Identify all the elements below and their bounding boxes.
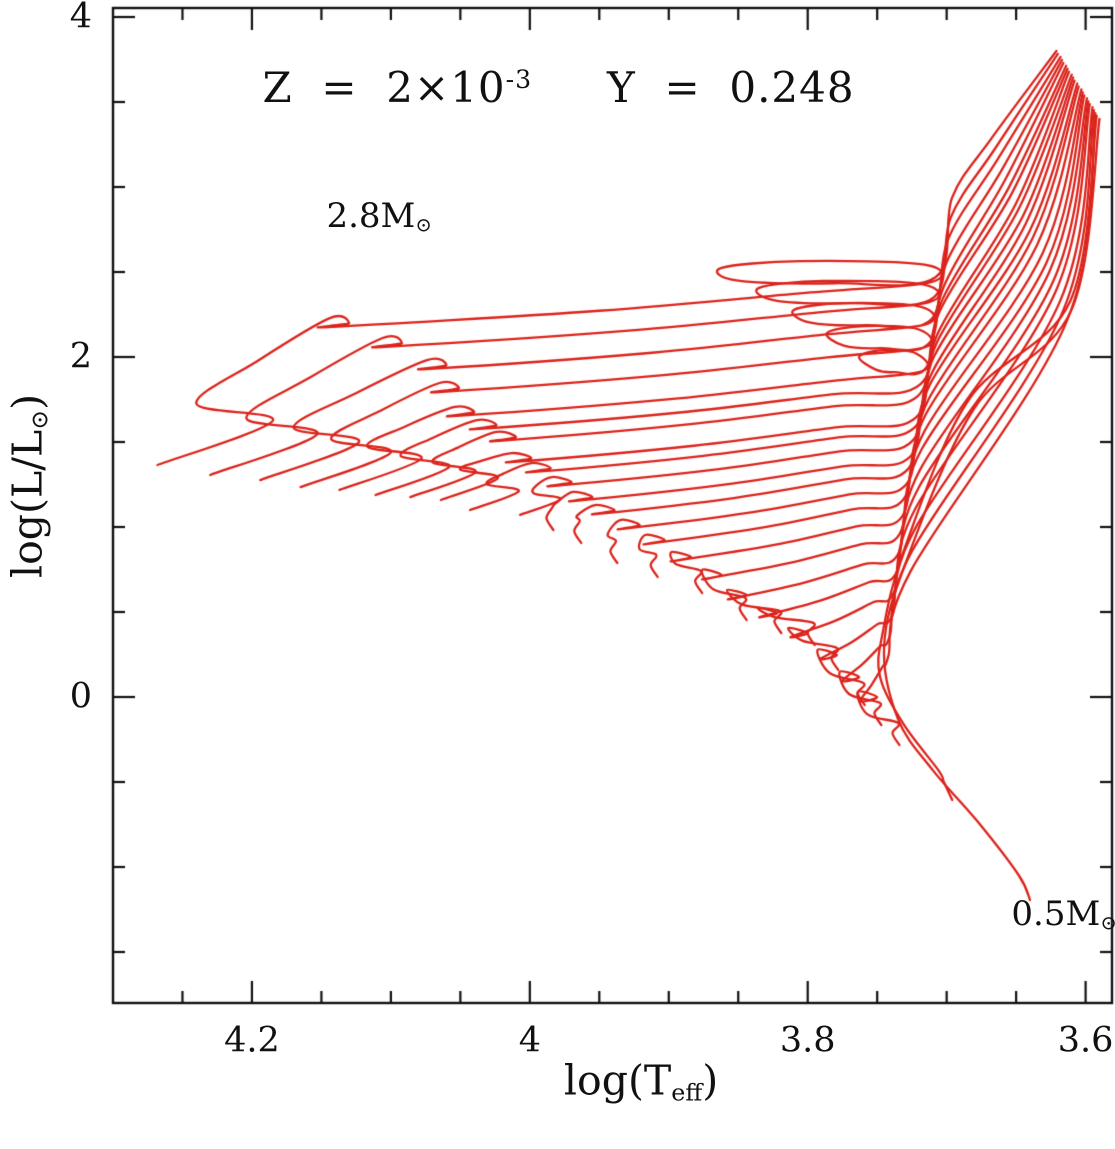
y-tick-label: 4: [69, 0, 92, 37]
sun-symbol: ⊙: [415, 213, 432, 237]
x-tick-label: 4: [518, 1020, 541, 1061]
metallicity-annotation: Z = 2×10-3: [205, 25, 532, 151]
evolutionary-tracks-canvas: [0, 0, 1115, 1116]
x-tick-label: 3.6: [1057, 1020, 1114, 1061]
sun-symbol: ⊙: [1100, 911, 1115, 935]
helium-annotation: Y = 0.248: [550, 25, 855, 151]
x-axis-title: log(Teff): [563, 1056, 719, 1107]
metallicity-exponent: -3: [505, 65, 533, 95]
mass-label-high: 2.8M⊙: [326, 195, 432, 237]
helium-value: Y = 0.248: [607, 63, 855, 113]
y-axis-title: log(L/L⊙): [3, 393, 54, 579]
hr-diagram-figure: 4.2 4 3.8 3.6 4 2 0 Z = 2×10-3 Y = 0.248 2.8M⊙…: [0, 0, 1115, 1116]
x-tick-label: 3.8: [779, 1020, 836, 1061]
metallicity-value: Z = 2×10: [262, 63, 506, 113]
x-tick-label: 4.2: [224, 1020, 280, 1061]
y-tick-label: 0: [69, 676, 92, 717]
y-tick-label: 2: [69, 336, 92, 377]
mass-label-low: 0.5M⊙: [1011, 893, 1115, 935]
sun-symbol: ⊙: [25, 409, 54, 430]
